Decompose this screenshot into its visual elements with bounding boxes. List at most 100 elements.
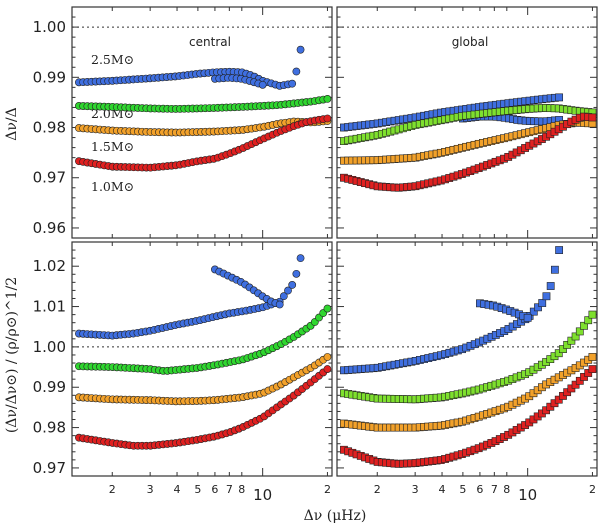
data-point: [292, 269, 301, 278]
data-point: [323, 114, 332, 123]
x-tick-label: 7: [226, 483, 233, 496]
x-tick-label: 2: [324, 483, 331, 496]
series-1.0-4: [75, 365, 332, 450]
y-tick-label: 1.01: [33, 298, 66, 316]
series-2.0-2: [340, 104, 597, 145]
data-point: [292, 67, 301, 76]
data-point: [588, 353, 597, 361]
panel-top-right: global: [336, 6, 598, 239]
data-point: [323, 94, 332, 103]
mass-label: 1.0M⊙: [91, 179, 134, 194]
data-point: [275, 300, 284, 309]
data-point: [323, 353, 332, 361]
y-tick-label: 0.97: [33, 169, 66, 187]
data-point: [584, 316, 593, 325]
series-2.0-2: [75, 304, 332, 375]
y-tick-label: 0.98: [33, 419, 66, 437]
panel-top-left: 0.960.970.980.991.00central2.5M⊙2.0M⊙1.5…: [33, 6, 333, 239]
series-2.5-0: [340, 93, 564, 132]
series-1.5-3: [75, 353, 332, 406]
series-1.0-4: [340, 365, 597, 468]
y-tick-label: 0.99: [33, 378, 66, 396]
data-point: [279, 292, 288, 301]
panel-annotation: central: [189, 35, 231, 49]
data-point: [550, 265, 559, 274]
data-point: [555, 246, 564, 254]
mass-label: 2.5M⊙: [91, 52, 134, 67]
data-point: [555, 93, 564, 102]
x-tick-label: 3: [147, 483, 154, 496]
panel-annotation: global: [452, 35, 489, 49]
x-tick-label: 8: [503, 483, 510, 496]
panel-bottom-right: 10 2 3 4 5 6 7 8 2: [336, 241, 598, 504]
data-point: [542, 292, 551, 301]
panel-frame: [71, 6, 333, 239]
data-point: [580, 321, 588, 330]
series-1.5-3: [340, 353, 597, 432]
y-axis-label-top: Δν/Δ: [4, 107, 20, 140]
data-point: [323, 365, 332, 373]
series-2.5-1: [211, 74, 267, 89]
data-point: [575, 376, 584, 385]
series-2.0-2: [75, 94, 332, 113]
x-tick-label: 2: [109, 483, 116, 496]
x-tick-label: 5: [194, 483, 201, 496]
x-tick-label: 10: [518, 486, 537, 504]
y-tick-label: 0.99: [33, 68, 66, 86]
x-axis-label: Δν (μHz): [304, 508, 367, 524]
x-tick-label: 6: [211, 483, 218, 496]
data-point: [554, 349, 563, 358]
x-tick-label: 7: [491, 483, 498, 496]
series-1.0-4: [340, 112, 597, 192]
data-point: [288, 79, 297, 88]
x-tick-label: 8: [238, 483, 245, 496]
data-point: [588, 365, 597, 373]
data-point: [546, 282, 555, 290]
y-tick-label: 0.98: [33, 119, 66, 137]
y-tick-label: 0.96: [33, 219, 66, 237]
panel-bottom-left: 0.97 0.98 0.99 1.00 1.01 1.02 10 2 3 4 5 6 7 8 2: [33, 241, 333, 504]
data-point: [584, 369, 593, 377]
data-point: [523, 313, 532, 322]
panel-frame: [71, 241, 333, 477]
data-point: [288, 281, 297, 289]
data-point: [567, 336, 576, 345]
mass-label: 1.5M⊙: [91, 139, 134, 154]
x-tick-label: 5: [459, 483, 466, 496]
data-point: [529, 307, 538, 316]
data-point: [575, 327, 584, 336]
x-tick-label: 6: [476, 483, 483, 496]
y-tick-label: 0.97: [33, 459, 66, 477]
data-point: [296, 45, 305, 54]
panel-frame: [336, 6, 598, 239]
data-point: [258, 80, 267, 89]
data-point: [580, 373, 588, 381]
x-tick-label: 2: [589, 483, 596, 496]
data-point: [296, 254, 305, 263]
data-point: [563, 340, 572, 349]
y-tick-label: 1.00: [33, 18, 66, 36]
data-point: [571, 332, 580, 341]
series-2.5-1: [476, 299, 532, 322]
x-tick-label: 3: [412, 483, 419, 496]
x-tick-label: 10: [253, 486, 272, 504]
x-tick-label: 4: [439, 483, 446, 496]
series-2.0-2: [340, 310, 597, 404]
series-2.5-0: [340, 246, 564, 375]
y-axis-label-bottom: (Δν/Δν⊙) / (ρ/ρ⊙)^1/2: [4, 277, 20, 433]
series-2.5-1: [211, 265, 284, 309]
x-tick-label: 2: [374, 483, 381, 496]
data-point: [559, 345, 567, 353]
data-point: [588, 310, 597, 319]
y-tick-label: 1.02: [33, 257, 66, 275]
data-point: [284, 286, 292, 295]
y-tick-label: 1.00: [33, 338, 66, 356]
data-point: [534, 303, 542, 312]
series-2.5-0: [75, 45, 305, 90]
data-point: [538, 299, 547, 307]
series-1.0-4: [75, 114, 332, 172]
data-point: [323, 304, 332, 313]
panel-frame: [336, 241, 598, 477]
x-tick-label: 4: [174, 483, 181, 496]
